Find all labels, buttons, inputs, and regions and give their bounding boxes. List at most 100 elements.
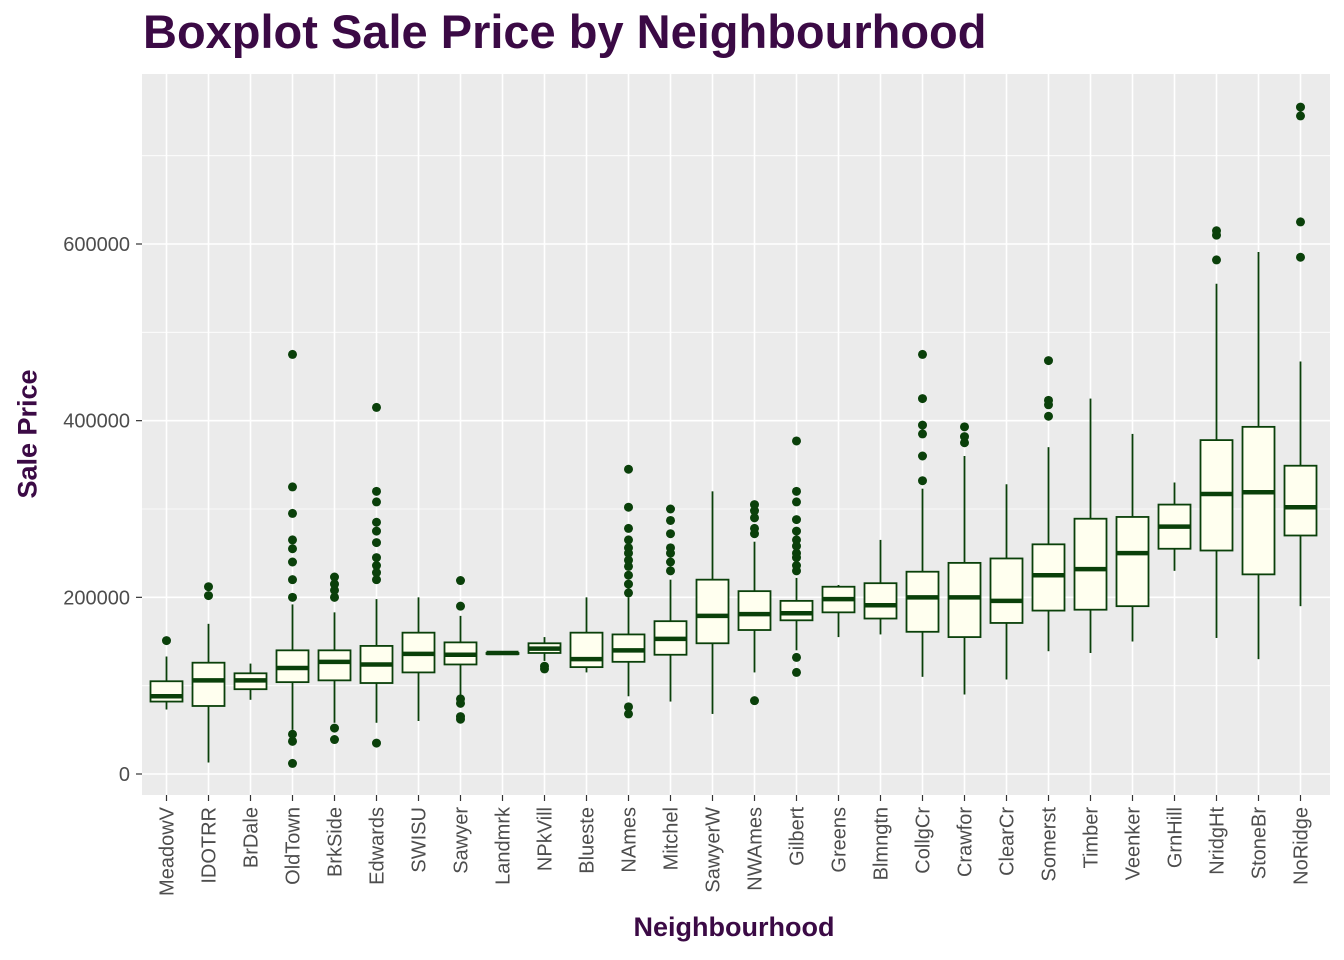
outlier-point	[918, 420, 927, 430]
outlier-point	[960, 432, 969, 442]
x-tick-label: BrDale	[241, 807, 263, 868]
outlier-point	[288, 592, 297, 602]
box	[695, 578, 730, 645]
outlier-point	[624, 464, 633, 474]
box	[989, 557, 1024, 624]
outlier-point	[288, 482, 297, 492]
y-tick-label: 200000	[63, 587, 130, 609]
x-tick-label: NPkVill	[535, 807, 557, 871]
outlier-point	[750, 696, 759, 706]
x-tick-label: BrkSide	[325, 807, 347, 877]
outlier-point	[918, 476, 927, 486]
outlier-point	[918, 451, 927, 461]
outlier-point	[792, 436, 801, 446]
outlier-point	[288, 544, 297, 554]
outlier-point	[330, 592, 339, 602]
box	[863, 582, 898, 620]
x-tick-label: Blmngtn	[871, 807, 893, 880]
outlier-point	[288, 758, 297, 768]
outlier-point	[456, 601, 465, 611]
outlier-point	[792, 497, 801, 507]
outlier-point	[162, 636, 171, 646]
outlier-point	[288, 575, 297, 585]
x-axis-label: Neighbourhood	[633, 912, 835, 942]
box	[191, 661, 226, 707]
outlier-point	[456, 694, 465, 704]
outlier-point	[624, 588, 633, 598]
outlier-point	[204, 591, 213, 601]
x-tick-label: Crawfor	[955, 807, 977, 877]
y-tick-label: 400000	[63, 411, 130, 433]
outlier-point	[792, 561, 801, 571]
x-tick-label: NoRidge	[1291, 807, 1313, 885]
y-tick-label: 0	[119, 764, 130, 786]
outlier-point	[372, 526, 381, 536]
outlier-point	[372, 561, 381, 571]
x-tick-label: SWISU	[409, 807, 431, 873]
outlier-point	[1212, 255, 1221, 265]
x-tick-label: CollgCr	[913, 807, 935, 874]
outlier-point	[330, 579, 339, 589]
outlier-point	[624, 579, 633, 589]
outlier-point	[372, 738, 381, 748]
outlier-point	[1296, 111, 1305, 121]
outlier-point	[792, 667, 801, 677]
x-tick-label: Mitchel	[661, 807, 683, 870]
outlier-point	[750, 513, 759, 523]
outlier-point	[792, 548, 801, 558]
outlier-point	[750, 523, 759, 533]
box	[1241, 425, 1276, 576]
outlier-point	[288, 729, 297, 739]
chart-title: Boxplot Sale Price by Neighbourhood	[143, 5, 987, 58]
outlier-point	[666, 557, 675, 567]
box	[905, 570, 940, 633]
outlier-point	[456, 712, 465, 722]
x-tick-label: NWAmes	[745, 807, 767, 891]
outlier-point	[624, 535, 633, 545]
outlier-point	[666, 504, 675, 514]
outlier-point	[204, 582, 213, 592]
outlier-point	[288, 508, 297, 518]
x-tick-label: OldTown	[283, 807, 305, 885]
outlier-point	[330, 735, 339, 745]
x-tick-label: SawyerW	[703, 807, 725, 893]
box	[737, 590, 772, 631]
outlier-point	[372, 402, 381, 412]
outlier-point	[960, 422, 969, 432]
x-tick-label: Timber	[1081, 807, 1103, 869]
box	[1283, 464, 1318, 537]
outlier-point	[1044, 395, 1053, 405]
outlier-point	[372, 568, 381, 578]
outlier-point	[624, 702, 633, 712]
x-tick-label: Landmrk	[493, 806, 515, 885]
outlier-point	[1296, 102, 1305, 112]
outlier-point	[372, 486, 381, 496]
x-tick-label: MeadowV	[157, 806, 179, 896]
outlier-point	[456, 576, 465, 586]
x-tick-label: Gilbert	[787, 807, 809, 866]
outlier-point	[372, 553, 381, 563]
outlier-point	[1212, 226, 1221, 236]
outlier-point	[372, 497, 381, 507]
outlier-point	[960, 438, 969, 448]
outlier-point	[330, 723, 339, 733]
outlier-point	[666, 566, 675, 576]
outlier-point	[288, 736, 297, 746]
outlier-point	[792, 541, 801, 551]
outlier-point	[624, 502, 633, 512]
box	[947, 561, 982, 638]
box	[1073, 517, 1108, 611]
outlier-point	[918, 349, 927, 359]
outlier-point	[624, 570, 633, 580]
outlier-point	[624, 523, 633, 533]
outlier-point	[666, 529, 675, 539]
outlier-point	[288, 349, 297, 359]
box	[317, 649, 352, 682]
x-tick-label: Edwards	[367, 807, 389, 885]
outlier-point	[624, 709, 633, 719]
x-tick-label: Somerst	[1039, 807, 1061, 882]
outlier-point	[918, 429, 927, 439]
y-tick-label: 600000	[63, 234, 130, 256]
box	[149, 680, 184, 703]
outlier-point	[918, 394, 927, 404]
